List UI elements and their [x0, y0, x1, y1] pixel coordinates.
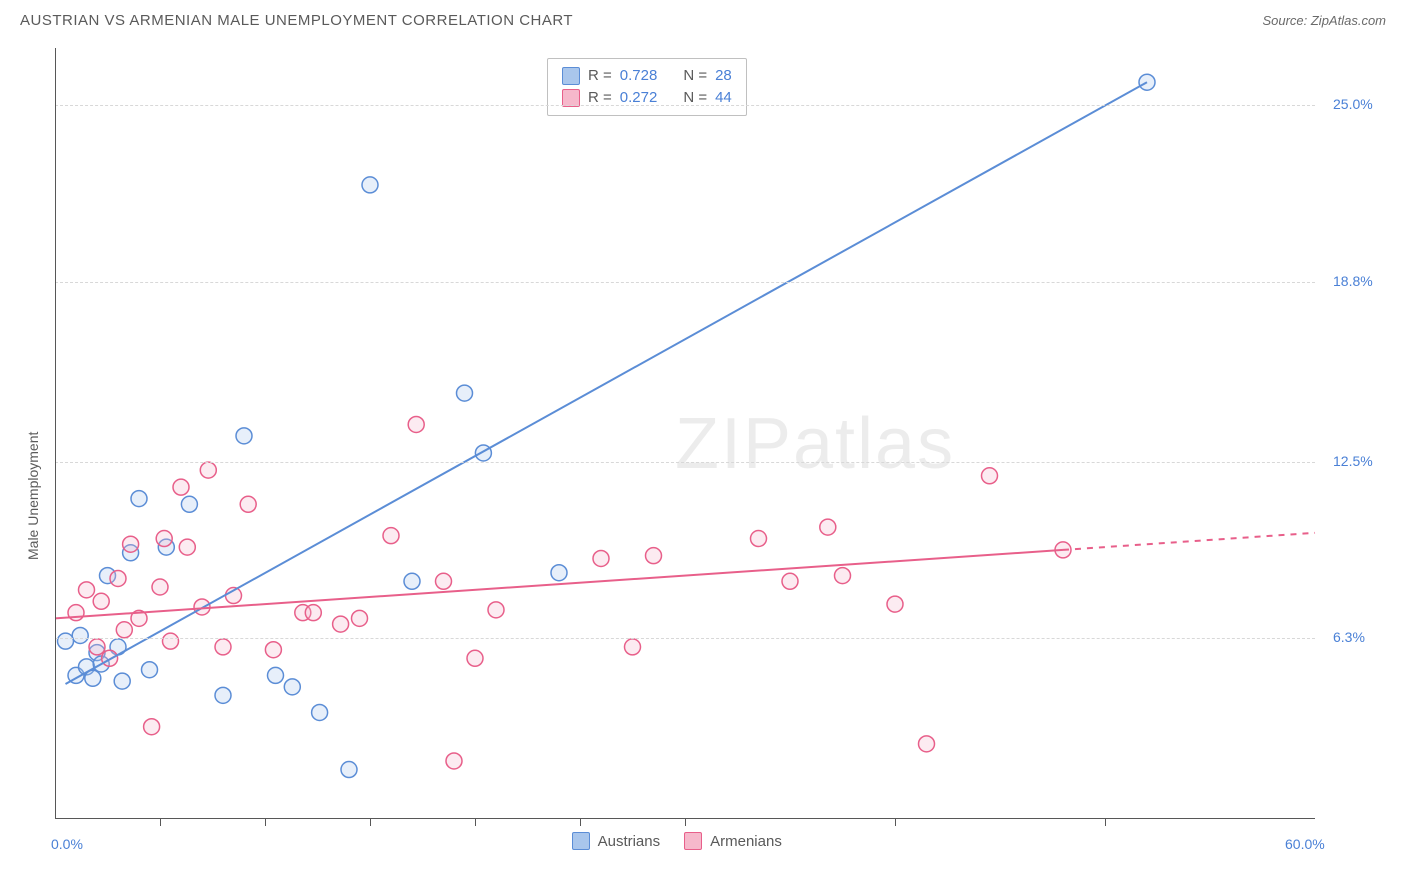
legend-n-label: N =: [683, 65, 707, 87]
data-point-armenians[interactable]: [383, 528, 399, 544]
data-point-armenians[interactable]: [215, 639, 231, 655]
data-point-armenians[interactable]: [163, 633, 179, 649]
legend-swatch: [572, 832, 590, 850]
x-tick: [580, 818, 581, 826]
data-point-austrians[interactable]: [551, 565, 567, 581]
data-point-armenians[interactable]: [352, 610, 368, 626]
legend-label: Austrians: [598, 833, 661, 850]
grid-line: [55, 282, 1315, 283]
data-point-armenians[interactable]: [751, 531, 767, 547]
data-point-austrians[interactable]: [284, 679, 300, 695]
data-point-armenians[interactable]: [179, 539, 195, 555]
data-point-austrians[interactable]: [236, 428, 252, 444]
legend-swatch: [684, 832, 702, 850]
data-point-austrians[interactable]: [312, 704, 328, 720]
data-point-austrians[interactable]: [404, 573, 420, 589]
grid-line: [55, 638, 1315, 639]
data-point-armenians[interactable]: [110, 570, 126, 586]
chart-title: AUSTRIAN VS ARMENIAN MALE UNEMPLOYMENT C…: [20, 12, 573, 29]
y-tick-label: 6.3%: [1333, 629, 1365, 645]
grid-line: [55, 462, 1315, 463]
data-point-armenians[interactable]: [200, 462, 216, 478]
data-point-armenians[interactable]: [240, 496, 256, 512]
trend-line: [55, 550, 1063, 618]
plot-area: ZIPatlas R =0.728N =28R =0.272N =44 6.3%…: [55, 48, 1315, 818]
correlation-legend: R =0.728N =28R =0.272N =44: [547, 58, 747, 116]
legend-row-austrians: R = 0.728 N = 28: [562, 65, 732, 87]
data-point-austrians[interactable]: [215, 687, 231, 703]
data-point-armenians[interactable]: [488, 602, 504, 618]
legend-swatch: [562, 67, 580, 85]
x-tick: [685, 818, 686, 826]
data-point-armenians[interactable]: [123, 536, 139, 552]
data-point-austrians[interactable]: [268, 667, 284, 683]
legend-label: Armenians: [710, 833, 782, 850]
data-point-armenians[interactable]: [152, 579, 168, 595]
data-point-armenians[interactable]: [173, 479, 189, 495]
data-point-armenians[interactable]: [446, 753, 462, 769]
header-bar: AUSTRIAN VS ARMENIAN MALE UNEMPLOYMENT C…: [0, 0, 1406, 40]
legend-item-armenians[interactable]: Armenians: [684, 832, 782, 850]
scatter-svg: [55, 48, 1315, 818]
x-axis-min-label: 0.0%: [51, 836, 83, 852]
data-point-armenians[interactable]: [305, 605, 321, 621]
data-point-austrians[interactable]: [457, 385, 473, 401]
data-point-armenians[interactable]: [625, 639, 641, 655]
data-point-austrians[interactable]: [58, 633, 74, 649]
legend-r-value: 0.728: [620, 65, 658, 87]
data-point-armenians[interactable]: [919, 736, 935, 752]
data-point-armenians[interactable]: [333, 616, 349, 632]
x-tick: [265, 818, 266, 826]
x-tick: [1105, 818, 1106, 826]
data-point-austrians[interactable]: [341, 762, 357, 778]
data-point-austrians[interactable]: [362, 177, 378, 193]
data-point-armenians[interactable]: [820, 519, 836, 535]
data-point-austrians[interactable]: [114, 673, 130, 689]
data-point-armenians[interactable]: [646, 548, 662, 564]
trend-line: [1063, 533, 1315, 550]
data-point-armenians[interactable]: [835, 568, 851, 584]
data-point-armenians[interactable]: [89, 639, 105, 655]
trend-line: [66, 82, 1148, 684]
legend-r-label: R =: [588, 65, 612, 87]
data-point-armenians[interactable]: [982, 468, 998, 484]
x-tick: [475, 818, 476, 826]
x-tick: [370, 818, 371, 826]
legend-item-austrians[interactable]: Austrians: [572, 832, 661, 850]
legend-n-value: 28: [715, 65, 732, 87]
data-point-armenians[interactable]: [408, 416, 424, 432]
data-point-armenians[interactable]: [265, 642, 281, 658]
data-point-armenians[interactable]: [782, 573, 798, 589]
data-point-armenians[interactable]: [93, 593, 109, 609]
data-point-austrians[interactable]: [181, 496, 197, 512]
data-point-armenians[interactable]: [79, 582, 95, 598]
data-point-armenians[interactable]: [436, 573, 452, 589]
data-point-austrians[interactable]: [72, 627, 88, 643]
data-point-austrians[interactable]: [131, 491, 147, 507]
data-point-armenians[interactable]: [144, 719, 160, 735]
y-tick-label: 12.5%: [1333, 453, 1373, 469]
y-axis-label: Male Unemployment: [25, 432, 41, 560]
series-legend: Austrians Armenians: [572, 832, 782, 850]
data-point-armenians[interactable]: [887, 596, 903, 612]
data-point-armenians[interactable]: [116, 622, 132, 638]
data-point-austrians[interactable]: [142, 662, 158, 678]
y-tick-label: 18.8%: [1333, 273, 1373, 289]
x-tick: [895, 818, 896, 826]
data-point-armenians[interactable]: [467, 650, 483, 666]
x-tick: [160, 818, 161, 826]
data-point-armenians[interactable]: [156, 531, 172, 547]
y-axis-line: [55, 48, 56, 818]
x-axis-max-label: 60.0%: [1285, 836, 1325, 852]
source-attribution: Source: ZipAtlas.com: [1262, 13, 1386, 28]
data-point-armenians[interactable]: [593, 550, 609, 566]
grid-line: [55, 105, 1315, 106]
y-tick-label: 25.0%: [1333, 96, 1373, 112]
